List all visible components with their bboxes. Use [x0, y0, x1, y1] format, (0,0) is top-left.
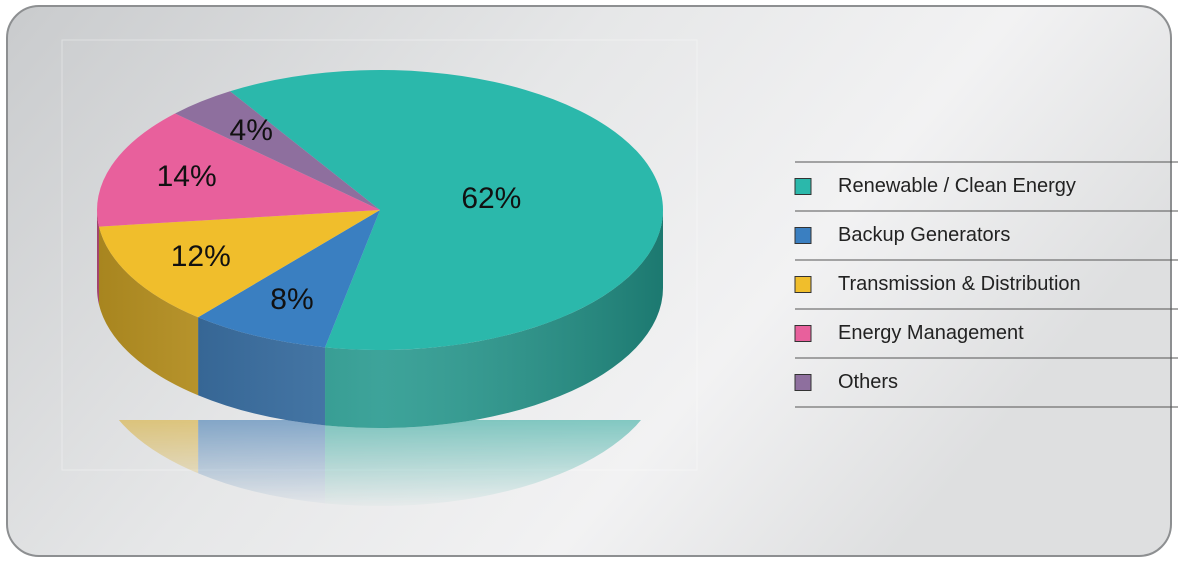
slice: [97, 113, 381, 227]
slice: [230, 69, 664, 350]
slice-reflection: [198, 395, 326, 504]
data-label: 4%: [230, 114, 273, 147]
legend-label: Transmission & Distribution: [838, 273, 1081, 295]
legend-swatch: [794, 325, 812, 342]
data-label: 8%: [270, 283, 313, 316]
legend-swatch: [794, 227, 812, 244]
legend-swatch: [794, 178, 812, 195]
slice: [175, 91, 380, 210]
slice-reflection: [98, 304, 199, 474]
legend-swatch: [794, 276, 812, 293]
legend-label: Backup Generators: [838, 224, 1010, 246]
legend-swatch: [794, 374, 812, 391]
slice-reflection: [325, 288, 663, 506]
data-label: 12%: [171, 240, 231, 273]
slice: [98, 210, 381, 318]
legend-label: Energy Management: [838, 322, 1024, 344]
data-label: 62%: [461, 182, 521, 215]
slice: [198, 210, 380, 348]
legend-label: Others: [838, 371, 898, 393]
side-shine: [97, 210, 663, 428]
data-label: 14%: [157, 160, 217, 193]
legend-label: Renewable / Clean Energy: [838, 175, 1076, 197]
slice-reflection: [97, 288, 99, 383]
